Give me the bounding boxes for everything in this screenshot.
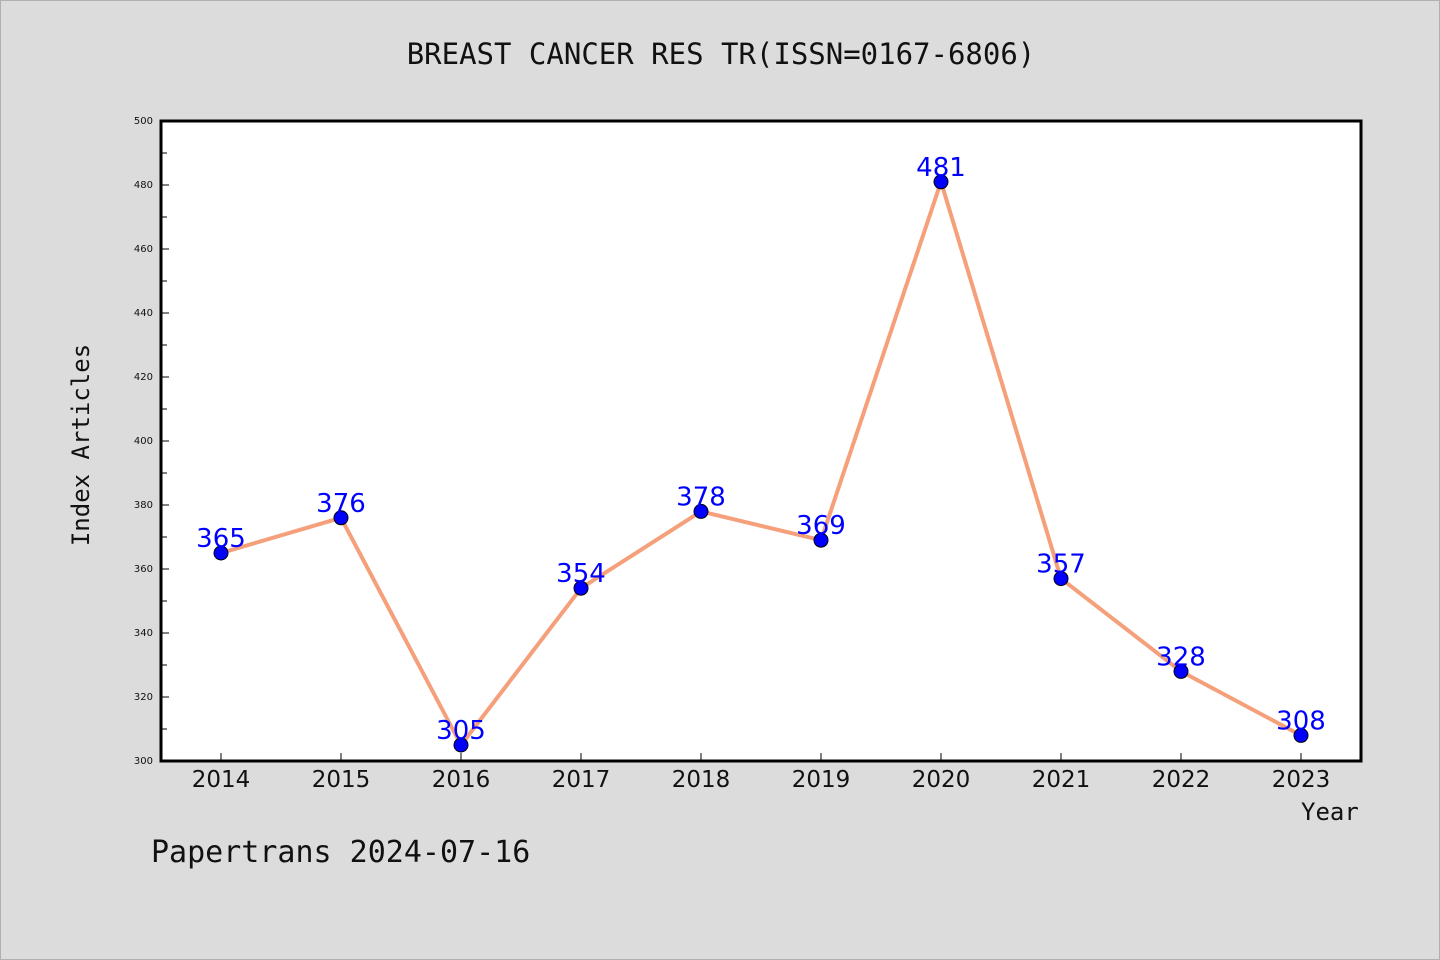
data-point — [333, 510, 349, 526]
y-tick-label: 300 — [134, 756, 153, 767]
series-line — [219, 179, 1303, 747]
y-tick-label: 500 — [134, 116, 153, 127]
y-tick-label: 400 — [134, 436, 153, 447]
data-label: 369 — [796, 511, 846, 541]
labels-layer: 365 376 305 354 378 369 481 357 328 308 — [196, 153, 1326, 746]
data-label: 354 — [556, 559, 606, 589]
plot-frame — [159, 119, 1363, 763]
axes-layer: 300 320 340 360 380 400 420 440 460 480 500 2014 201… — [134, 116, 1330, 793]
data-point — [453, 737, 469, 753]
x-tick-label: 2021 — [1032, 767, 1091, 793]
data-label: 308 — [1276, 706, 1326, 736]
y-tick-label: 360 — [134, 564, 153, 575]
x-tick-label: 2018 — [672, 767, 731, 793]
data-label: 481 — [916, 153, 966, 183]
x-tick-label: 2017 — [552, 767, 611, 793]
data-point — [933, 174, 949, 190]
chart-title: BREAST CANCER RES TR(ISSN=0167-6806) — [406, 37, 1036, 71]
series-layer — [213, 174, 1309, 753]
x-tick-label: 2022 — [1152, 767, 1211, 793]
y-tick-label: 340 — [134, 628, 153, 639]
data-label: 378 — [676, 482, 726, 512]
x-tick-label: 2020 — [912, 767, 971, 793]
x-tick-label: 2016 — [432, 767, 491, 793]
data-label: 376 — [316, 489, 366, 519]
footer-watermark: Papertrans 2024-07-16 — [151, 835, 531, 870]
data-point — [573, 580, 589, 596]
data-point — [813, 532, 829, 548]
y-tick-label: 440 — [134, 308, 153, 319]
data-point — [1053, 571, 1069, 587]
data-point — [1173, 663, 1189, 679]
y-tick-label: 460 — [134, 244, 153, 255]
data-label: 328 — [1156, 642, 1206, 672]
y-tick-label: 320 — [134, 692, 153, 703]
y-tick-label: 480 — [134, 180, 153, 191]
x-axis-label: Year — [1301, 798, 1359, 826]
x-tick-label: 2014 — [192, 767, 251, 793]
data-label: 305 — [436, 716, 486, 746]
data-point — [693, 503, 709, 519]
data-point — [213, 545, 229, 561]
x-tick-label: 2019 — [792, 767, 851, 793]
data-point — [1293, 727, 1309, 743]
data-label: 357 — [1036, 550, 1086, 580]
data-label: 365 — [196, 524, 246, 554]
x-tick-label: 2015 — [312, 767, 371, 793]
y-tick-label: 380 — [134, 500, 153, 511]
x-tick-label: 2023 — [1272, 767, 1331, 793]
y-tick-label: 420 — [134, 372, 153, 383]
